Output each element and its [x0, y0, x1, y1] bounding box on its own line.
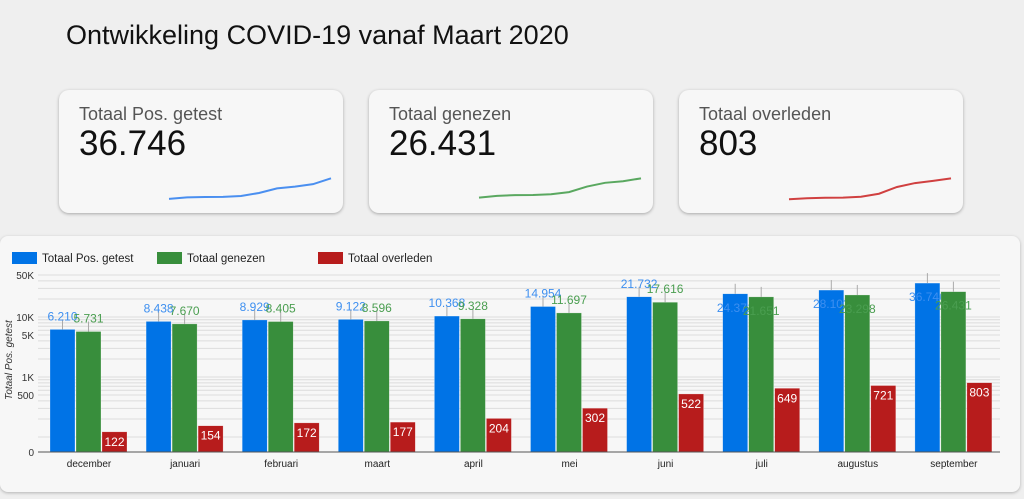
bar	[818, 289, 845, 453]
bar	[556, 312, 582, 453]
data-label: 302	[585, 411, 605, 425]
data-label: 6.210	[47, 309, 77, 323]
scorecard-value: 36.746	[79, 124, 187, 163]
y-tick-label: 1K	[22, 373, 35, 384]
data-label: 21.651	[743, 304, 780, 318]
scorecard-label: Totaal genezen	[389, 104, 512, 124]
sparkline-line	[788, 177, 952, 201]
bar	[678, 393, 704, 453]
bar	[966, 382, 993, 453]
x-tick-label: augustus	[838, 459, 879, 470]
bar	[530, 306, 556, 453]
x-tick-label: juni	[657, 459, 674, 470]
y-tick-label: 10K	[16, 313, 34, 324]
bar	[940, 291, 967, 453]
bar	[486, 418, 512, 453]
sparkline	[168, 177, 332, 200]
data-label: 21.732	[621, 277, 658, 291]
bar	[145, 321, 172, 453]
data-label: 803	[969, 386, 989, 400]
bar	[722, 293, 748, 453]
legend-label: Totaal Pos. getest	[42, 253, 134, 265]
bar	[652, 301, 678, 453]
bar	[49, 329, 76, 453]
bar	[75, 331, 102, 453]
x-tick-label: april	[464, 459, 483, 470]
sparkline-line	[478, 177, 642, 199]
legend-label: Totaal overleden	[348, 253, 432, 265]
scorecard-value: 26.431	[389, 124, 497, 163]
page-title: Ontwikkeling COVID-19 vanaf Maart 2020	[66, 20, 569, 50]
data-label: 154	[201, 429, 221, 443]
data-label: 721	[873, 389, 893, 403]
data-label: 522	[681, 397, 701, 411]
y-tick-label: 50K	[16, 271, 34, 282]
data-label: 172	[297, 426, 317, 440]
bar	[197, 425, 224, 453]
bar	[748, 296, 774, 453]
data-label: 14.954	[525, 287, 562, 301]
bar	[171, 323, 198, 453]
bar	[293, 422, 320, 453]
data-label: 5.731	[73, 312, 103, 326]
legend-swatch	[318, 252, 343, 264]
data-label: 10.368	[429, 296, 466, 310]
data-label: 8.929	[240, 300, 270, 314]
bar	[241, 319, 268, 453]
x-tick-label: mei	[561, 459, 577, 470]
data-label: 204	[489, 421, 509, 435]
bar	[844, 294, 871, 453]
data-label: 17.616	[647, 282, 684, 296]
bar	[390, 421, 416, 453]
data-label: 26.431	[935, 299, 972, 313]
data-label: 8.596	[362, 301, 392, 315]
x-tick-label: januari	[169, 459, 200, 470]
bar	[267, 321, 294, 453]
data-label: 7.670	[170, 304, 200, 318]
bar	[338, 319, 364, 453]
scorecard-positive: Totaal Pos. getest 36.746	[59, 90, 343, 213]
data-label: 649	[777, 391, 797, 405]
y-tick-label: 5K	[22, 331, 35, 342]
data-label: 24.371	[717, 301, 754, 315]
data-label: 177	[393, 425, 413, 439]
x-tick-label: december	[67, 459, 112, 470]
y-tick-label: 500	[17, 391, 34, 402]
data-label: 9.122	[336, 299, 366, 313]
sparkline	[788, 177, 952, 201]
scorecard-label: Totaal Pos. getest	[79, 104, 223, 124]
sparkline-line	[168, 177, 332, 200]
data-label: 28.103	[813, 297, 850, 311]
x-tick-label: maart	[365, 459, 391, 470]
legend-label: Totaal genezen	[187, 253, 265, 265]
bar	[364, 320, 390, 453]
scorecard-value: 803	[699, 124, 758, 163]
data-label: 23.298	[839, 302, 876, 316]
scorecard-deceased: Totaal overleden 803	[679, 90, 963, 213]
scorecard-label: Totaal overleden	[699, 104, 832, 124]
data-label: 9.328	[458, 299, 488, 313]
x-tick-label: september	[930, 459, 978, 470]
bar	[460, 318, 486, 453]
bar	[914, 282, 941, 453]
data-label: 11.697	[551, 293, 587, 307]
bar	[774, 388, 800, 453]
data-label: 36.746	[909, 290, 946, 304]
y-axis-title: Totaal Pos. getest	[4, 319, 15, 400]
sparkline	[478, 177, 642, 199]
data-label: 8.438	[144, 301, 174, 315]
data-label: 8.405	[266, 302, 296, 316]
scorecard-recovered: Totaal genezen 26.431	[369, 90, 653, 213]
x-tick-label: juli	[755, 459, 768, 470]
bar	[582, 407, 608, 453]
data-label: 122	[104, 435, 124, 449]
legend-swatch	[157, 252, 182, 264]
bar	[434, 315, 460, 453]
bar	[626, 296, 652, 453]
x-tick-label: februari	[264, 459, 298, 470]
y-tick-label: 0	[28, 448, 34, 459]
legend-swatch	[12, 252, 37, 264]
bar	[870, 385, 897, 453]
